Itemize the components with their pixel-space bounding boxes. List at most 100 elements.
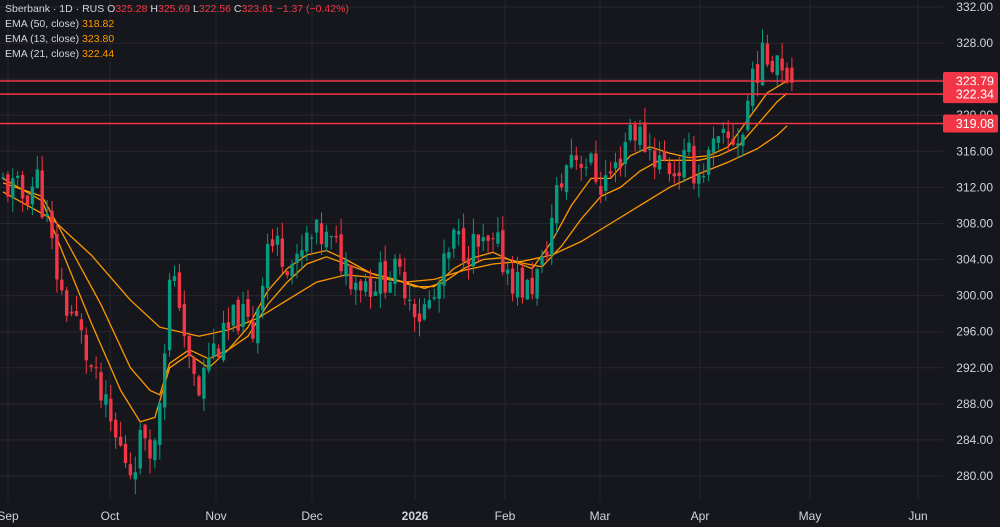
symbol-name[interactable]: Sberbank bbox=[5, 3, 50, 15]
candle-body bbox=[780, 58, 784, 71]
candle-body bbox=[422, 304, 427, 320]
low-value: 322.56 bbox=[198, 3, 231, 15]
candle-body bbox=[35, 169, 39, 189]
price-tick-label: 292.00 bbox=[956, 361, 993, 375]
candle-body bbox=[275, 235, 280, 245]
price-tick-label: 328.00 bbox=[956, 36, 993, 50]
candle-body bbox=[89, 365, 93, 368]
candle-body bbox=[452, 229, 456, 249]
candle-body bbox=[373, 291, 378, 296]
candle-body bbox=[153, 440, 157, 461]
candle-body bbox=[363, 281, 368, 292]
price-line-label-bg bbox=[943, 114, 998, 133]
candle-body bbox=[359, 281, 363, 291]
interval-label[interactable]: 1D bbox=[59, 3, 73, 15]
candle-body bbox=[721, 128, 725, 133]
candle-body bbox=[535, 269, 539, 299]
candle-body bbox=[30, 186, 35, 205]
price-line-label: 319.08 bbox=[956, 117, 994, 131]
candle-body bbox=[525, 279, 529, 300]
candle-body bbox=[765, 43, 770, 65]
candle-body bbox=[177, 272, 182, 309]
time-tick-label: Dec bbox=[301, 509, 322, 523]
price-line-label: 323.79 bbox=[956, 75, 994, 89]
legend-ema21-row[interactable]: EMA (21, close) 322.44 bbox=[5, 47, 349, 62]
price-line-label-bg bbox=[943, 85, 998, 104]
candle-body bbox=[295, 253, 299, 264]
candle-body bbox=[354, 282, 358, 290]
candle-body bbox=[104, 394, 108, 405]
price-tick-label: 284.00 bbox=[956, 433, 993, 447]
price-tick-label: 280.00 bbox=[956, 469, 993, 483]
candle-body bbox=[6, 174, 10, 197]
candle-body bbox=[378, 262, 382, 294]
candle-body bbox=[643, 122, 647, 152]
candle-body bbox=[393, 258, 397, 284]
candle-body bbox=[403, 271, 407, 299]
candle-body bbox=[280, 238, 284, 267]
candle-body bbox=[672, 173, 676, 177]
candle-body bbox=[417, 313, 422, 322]
chart-legend: Sberbank · 1D · RUS O325.28 H325.69 L322… bbox=[5, 2, 349, 62]
ema21-value: 322.44 bbox=[82, 48, 115, 60]
candle-body bbox=[143, 424, 147, 439]
candle-body bbox=[246, 299, 250, 317]
candle-body bbox=[216, 348, 221, 358]
high-label: H bbox=[150, 3, 158, 15]
candle-body bbox=[515, 271, 520, 298]
candle-body bbox=[55, 233, 59, 280]
candle-body bbox=[349, 264, 353, 290]
candle-body bbox=[202, 367, 206, 399]
candle-body bbox=[305, 232, 309, 252]
price-tick-label: 332.00 bbox=[956, 0, 993, 14]
horizontal-lines[interactable] bbox=[0, 80, 943, 125]
candle-body bbox=[667, 162, 672, 174]
candle-body bbox=[319, 223, 324, 245]
candle-body bbox=[1, 177, 5, 179]
candle-body bbox=[618, 158, 623, 168]
time-tick-label: Oct bbox=[101, 509, 120, 523]
time-tick-label: Nov bbox=[205, 509, 226, 523]
candle-body bbox=[702, 175, 706, 178]
price-tick-label: 312.00 bbox=[956, 180, 993, 194]
candle-body bbox=[741, 134, 745, 146]
time-axis[interactable]: Sep Oct Nov Dec 2026 Feb Mar Apr May Jun bbox=[0, 509, 928, 523]
candle-body bbox=[123, 443, 128, 464]
candle-body bbox=[344, 259, 348, 277]
candle-body bbox=[677, 172, 681, 176]
candle-body bbox=[251, 321, 255, 339]
candle-body bbox=[270, 239, 275, 247]
ema13-value: 323.80 bbox=[82, 33, 115, 45]
candle-body bbox=[310, 237, 314, 239]
candle-body bbox=[74, 311, 79, 316]
candle-body bbox=[638, 126, 642, 145]
candle-body bbox=[706, 149, 711, 175]
candle-body bbox=[457, 231, 461, 235]
candle-body bbox=[736, 143, 740, 147]
candle-body bbox=[192, 357, 196, 374]
candle-body bbox=[584, 167, 588, 169]
candle-body bbox=[569, 154, 574, 168]
candle-body bbox=[314, 219, 319, 233]
low-label: L bbox=[193, 3, 199, 15]
candle-body bbox=[491, 238, 495, 240]
close-value: 323.61 bbox=[241, 3, 274, 15]
legend-ema50-row[interactable]: EMA (50, close) 318.82 bbox=[5, 17, 349, 32]
candle-body bbox=[300, 250, 304, 257]
candle-body bbox=[383, 260, 387, 293]
candle-body bbox=[604, 175, 608, 192]
candle-body bbox=[334, 235, 338, 238]
candle-body bbox=[94, 367, 98, 369]
price-tick-label: 300.00 bbox=[956, 289, 993, 303]
candle-body bbox=[731, 138, 735, 145]
candle-body bbox=[20, 174, 25, 199]
candle-body bbox=[579, 163, 583, 168]
legend-ema13-row[interactable]: EMA (13, close) 323.80 bbox=[5, 32, 349, 47]
candle-body bbox=[697, 174, 701, 184]
candle-body bbox=[408, 299, 412, 301]
candle-body bbox=[128, 464, 133, 476]
candle-body bbox=[69, 311, 74, 314]
candle-body bbox=[682, 150, 686, 178]
candle-body bbox=[545, 251, 549, 257]
